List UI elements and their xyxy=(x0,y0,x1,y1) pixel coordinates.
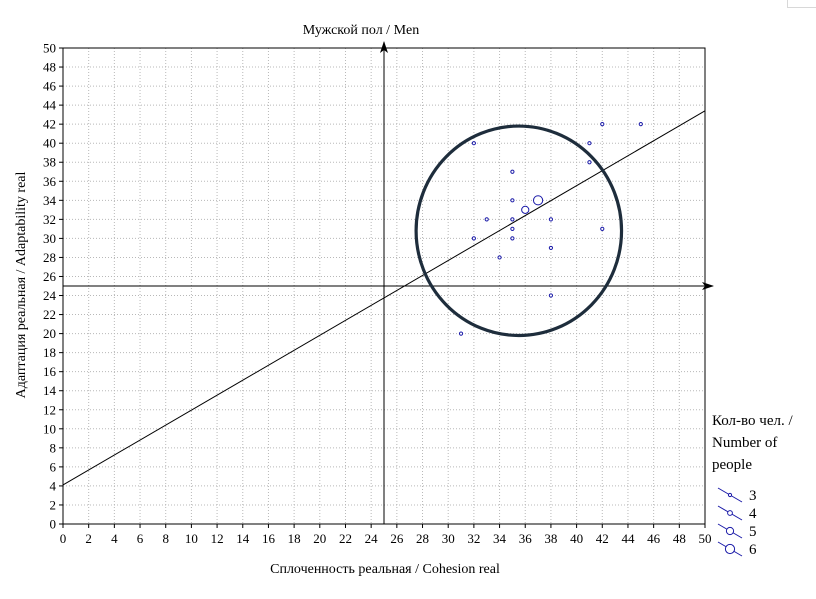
data-point xyxy=(510,169,515,174)
data-points xyxy=(458,122,643,336)
x-tick-label: 8 xyxy=(162,531,169,546)
x-tick-label: 48 xyxy=(673,531,686,546)
x-tick-label: 36 xyxy=(519,531,533,546)
y-tick-label: 2 xyxy=(50,497,57,512)
x-tick-label: 32 xyxy=(467,531,480,546)
y-tick-label: 24 xyxy=(43,288,57,303)
legend-entry-label: 4 xyxy=(749,506,757,522)
legend-marks: 3 4 5 6 xyxy=(717,487,757,558)
x-tick-label: 26 xyxy=(390,531,404,546)
y-axis-label: Адаптация реальная / Adaptability real xyxy=(14,172,29,399)
x-tick-label: 14 xyxy=(236,531,250,546)
data-point xyxy=(548,217,554,222)
x-tick-label: 30 xyxy=(442,531,455,546)
data-point xyxy=(471,236,476,241)
legend-entry-label: 3 xyxy=(749,488,757,504)
x-tick-label: 42 xyxy=(596,531,609,546)
data-point xyxy=(521,205,530,214)
data-point xyxy=(587,141,592,146)
x-tick-label: 18 xyxy=(288,531,301,546)
x-tick-label: 4 xyxy=(111,531,118,546)
data-point xyxy=(548,293,554,298)
y-tick-label: 8 xyxy=(50,440,57,455)
trend-line xyxy=(62,110,706,486)
legend-title: Кол-во чел. / Number of people xyxy=(712,410,812,476)
window-corner-line xyxy=(787,0,816,8)
x-tick-label: 40 xyxy=(570,531,583,546)
legend-entry-label: 6 xyxy=(749,542,757,558)
data-point xyxy=(471,141,476,146)
y-tick-label: 10 xyxy=(43,421,56,436)
x-tick-label: 24 xyxy=(365,531,379,546)
y-tick-label: 12 xyxy=(43,402,56,417)
y-tick-label: 30 xyxy=(43,231,56,246)
y-tick-label: 26 xyxy=(43,269,57,284)
y-tick-label: 50 xyxy=(43,41,56,56)
y-tick-label: 18 xyxy=(43,345,56,360)
y-tick-label: 46 xyxy=(43,79,57,94)
y-tick-label: 36 xyxy=(43,174,57,189)
legend-swatch-marker xyxy=(727,492,733,498)
x-tick-label: 22 xyxy=(339,531,352,546)
data-point xyxy=(497,255,502,260)
x-tick-label: 44 xyxy=(621,531,635,546)
y-tick-label: 20 xyxy=(43,326,56,341)
x-tick-label: 20 xyxy=(313,531,326,546)
y-tick-label: 4 xyxy=(50,478,57,493)
y-tick-label: 38 xyxy=(43,155,56,170)
data-point xyxy=(532,195,544,206)
y-tick-label: 22 xyxy=(43,307,56,322)
data-point xyxy=(510,226,515,231)
x-tick-label: 0 xyxy=(60,531,67,546)
horizontal-arrowhead xyxy=(702,282,714,290)
y-tick-label: 32 xyxy=(43,212,56,227)
legend-title-line: Number of xyxy=(712,435,778,451)
y-tick-label: 16 xyxy=(43,364,57,379)
x-axis-label: Сплоченность реальная / Cohesion real xyxy=(270,562,500,577)
x-tick-label: 12 xyxy=(211,531,224,546)
legend-entry-label: 5 xyxy=(749,524,757,540)
x-tick-label: 10 xyxy=(185,531,198,546)
x-tick-label: 6 xyxy=(137,531,144,546)
data-point xyxy=(587,160,592,165)
x-tick-label: 2 xyxy=(85,531,92,546)
legend-title-line: people xyxy=(712,457,752,473)
x-tick-label: 34 xyxy=(493,531,507,546)
x-tick-label: 28 xyxy=(416,531,429,546)
y-tick-label: 0 xyxy=(50,517,57,532)
highlight-circle xyxy=(414,124,624,338)
x-tick-label: 46 xyxy=(647,531,661,546)
data-point xyxy=(600,226,605,231)
x-tick-label: 38 xyxy=(544,531,557,546)
data-point xyxy=(484,217,489,222)
data-point xyxy=(548,245,554,251)
legend-title-line: Кол-во чел. / xyxy=(712,413,793,429)
y-tick-label: 34 xyxy=(43,193,57,208)
y-tick-label: 40 xyxy=(43,136,56,151)
data-point xyxy=(510,236,515,241)
axis-ticks: 0 2 4 6 8 10 12 14 16 18 20 22 24 26 28 30 32 34 36 38 40 42 4… xyxy=(43,41,712,547)
legend-swatch-marker xyxy=(727,510,733,516)
x-tick-label: 50 xyxy=(699,531,712,546)
legend-swatch-marker xyxy=(725,526,735,536)
reference-lines xyxy=(63,41,714,524)
legend-swatch-marker xyxy=(724,543,736,555)
data-point xyxy=(638,122,643,127)
data-point xyxy=(510,217,515,222)
data-point xyxy=(458,331,464,336)
data-point xyxy=(600,122,605,127)
y-tick-label: 44 xyxy=(43,98,57,113)
y-tick-label: 28 xyxy=(43,250,56,265)
vertical-arrowhead xyxy=(380,41,388,53)
y-tick-label: 6 xyxy=(50,459,57,474)
y-tick-label: 42 xyxy=(43,117,56,132)
y-tick-label: 14 xyxy=(43,383,57,398)
y-tick-label: 48 xyxy=(43,60,56,75)
chart-title: Мужской пол / Men xyxy=(303,23,419,38)
x-tick-label: 16 xyxy=(262,531,276,546)
data-point xyxy=(510,198,515,203)
